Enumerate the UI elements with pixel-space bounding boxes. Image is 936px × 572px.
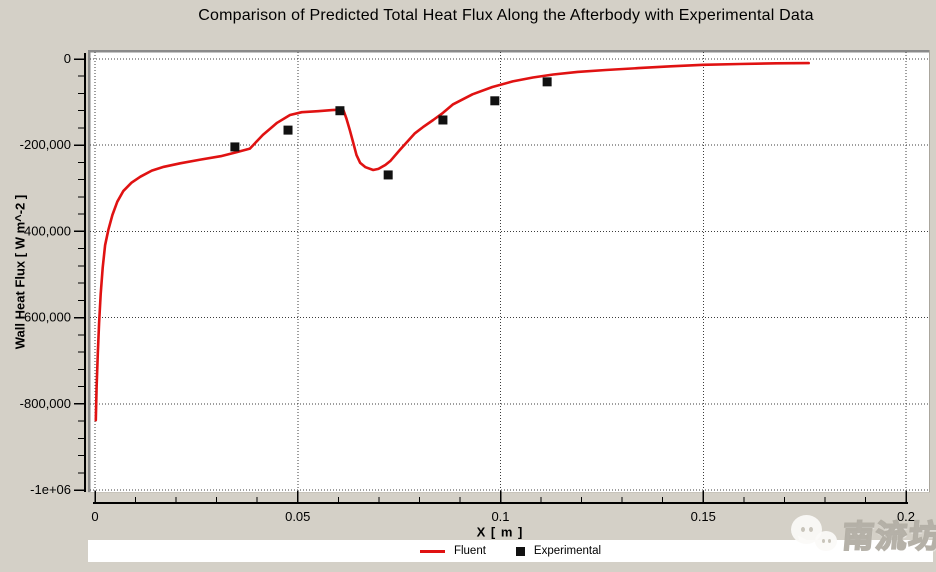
x-tick-label: 0 (91, 509, 98, 524)
x-tick-label: 0.1 (491, 509, 509, 524)
y-tick-label: -600,000 (20, 310, 71, 325)
legend-item-experimental: Experimental (515, 545, 602, 557)
x-tick-label: 0.15 (691, 509, 716, 524)
y-axis-title: Wall Heat Flux [ W m^-2 ] (12, 194, 28, 350)
legend-item-fluent: Fluent (419, 545, 486, 557)
x-tick-label: 0.05 (285, 509, 310, 524)
y-tick-label: -200,000 (20, 137, 71, 152)
experimental-point (542, 77, 552, 87)
legend-label-experimental: Experimental (533, 545, 602, 557)
chart-title: Comparison of Predicted Total Heat Flux … (80, 7, 932, 25)
experimental-square-marker-icon (515, 546, 525, 556)
y-tick-label: -400,000 (20, 223, 71, 238)
y-tick-label: -1e+06 (30, 482, 71, 497)
fluent-curve (94, 61, 811, 422)
experimental-point (490, 96, 500, 106)
y-tick-label: 0 (64, 51, 71, 66)
experimental-point (283, 125, 293, 135)
legend: Fluent Experimental (88, 540, 933, 562)
fluent-line-marker-icon (419, 549, 445, 553)
experimental-point (383, 170, 393, 180)
experimental-point (438, 115, 448, 125)
experimental-point (230, 142, 240, 152)
chart-title-text: Comparison of Predicted Total Heat Flux … (198, 7, 814, 24)
x-tick-label: 0.2 (897, 509, 915, 524)
legend-label-fluent: Fluent (453, 545, 486, 557)
x-axis-title: X [ m ] (476, 524, 524, 540)
y-tick-label: -800,000 (20, 396, 71, 411)
experimental-point (335, 106, 345, 116)
plot-area (88, 50, 930, 493)
